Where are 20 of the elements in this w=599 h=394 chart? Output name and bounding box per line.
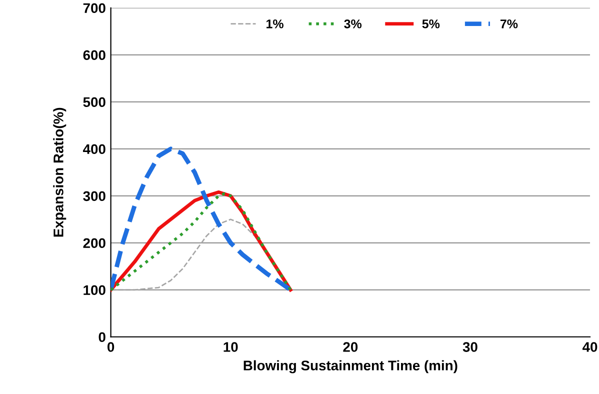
y-tick-label: 100 bbox=[84, 285, 106, 296]
y-axis-title: Expansion Ratio(%) bbox=[53, 108, 66, 237]
y-tick-label: 700 bbox=[83, 3, 106, 14]
x-axis-title: Blowing Sustainment Time (min) bbox=[244, 360, 458, 374]
x-tick-label: 30 bbox=[462, 342, 478, 352]
legend-label: 7% bbox=[500, 19, 518, 28]
legend-label: 5% bbox=[422, 19, 440, 28]
y-tick-label: 400 bbox=[82, 144, 106, 154]
y-tick-label: 500 bbox=[83, 97, 106, 108]
x-tick-label: 0 bbox=[108, 342, 114, 352]
x-tick-label: 40 bbox=[582, 342, 598, 352]
y-tick-label: 600 bbox=[83, 50, 106, 60]
legend-label: 1% bbox=[266, 19, 284, 28]
y-tick-label: 200 bbox=[83, 238, 106, 248]
y-tick-label: 300 bbox=[83, 191, 106, 202]
line-series bbox=[110, 146, 293, 292]
legend-label: 3% bbox=[344, 19, 362, 28]
x-tick-label: 10 bbox=[224, 342, 238, 352]
x-tick-label: 20 bbox=[343, 342, 358, 352]
y-tick-label: 0 bbox=[98, 332, 106, 342]
